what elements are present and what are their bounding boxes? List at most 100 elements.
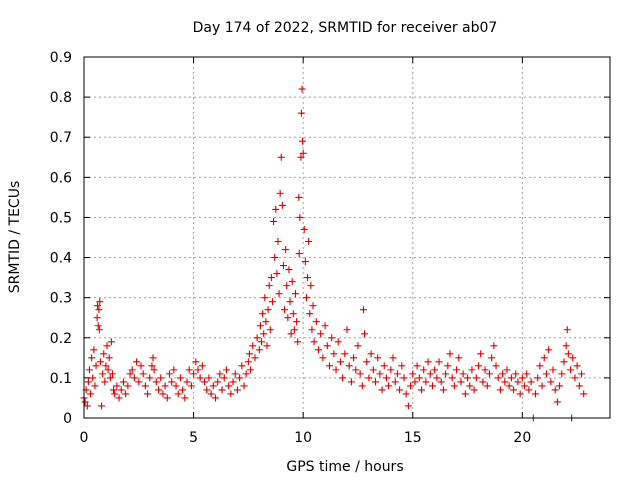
data-point — [110, 386, 118, 394]
data-point — [376, 370, 384, 378]
data-point — [216, 370, 224, 378]
data-point — [363, 358, 371, 366]
data-point — [334, 338, 342, 346]
data-point — [174, 390, 182, 398]
data-point — [168, 378, 176, 386]
data-point — [285, 266, 293, 274]
data-point — [542, 370, 550, 378]
data-point — [575, 382, 583, 390]
data-point — [369, 366, 377, 374]
data-point — [527, 378, 535, 386]
y-axis-label: SRMTID / TECUs — [7, 181, 23, 294]
data-point — [328, 334, 336, 342]
data-point — [431, 366, 439, 374]
data-point — [518, 374, 526, 382]
data-point — [358, 382, 366, 390]
data-point — [534, 374, 542, 382]
data-point — [244, 358, 252, 366]
data-point — [301, 258, 309, 266]
data-point — [101, 378, 109, 386]
data-point — [305, 238, 313, 246]
data-point — [439, 386, 447, 394]
data-point — [308, 326, 316, 334]
data-point — [95, 326, 103, 334]
data-point — [165, 370, 173, 378]
data-point — [103, 342, 111, 350]
data-point — [106, 374, 114, 382]
data-point — [464, 374, 472, 382]
data-point — [531, 390, 539, 398]
data-point — [272, 205, 280, 213]
data-point — [507, 374, 515, 382]
data-point — [297, 109, 305, 117]
data-point — [475, 362, 482, 370]
data-point — [198, 362, 206, 370]
data-point — [468, 366, 476, 374]
data-point — [371, 378, 379, 386]
data-point — [299, 149, 307, 157]
data-point — [85, 366, 93, 374]
data-point — [183, 378, 191, 386]
data-point — [385, 382, 393, 390]
data-point — [300, 225, 308, 233]
data-point — [578, 370, 586, 378]
data-point — [347, 378, 355, 386]
data-point — [295, 193, 303, 201]
data-point — [282, 246, 290, 254]
data-point — [290, 326, 298, 334]
data-point — [245, 350, 253, 358]
data-point — [149, 354, 157, 362]
data-point — [83, 402, 91, 410]
data-point — [483, 382, 491, 390]
data-point — [281, 306, 289, 314]
data-point — [94, 322, 102, 330]
data-point — [251, 354, 259, 362]
data-point — [279, 262, 287, 270]
data-point — [553, 398, 561, 406]
data-point — [481, 366, 489, 374]
data-point — [298, 85, 306, 93]
data-point — [87, 390, 95, 398]
data-point — [310, 338, 318, 346]
data-point — [485, 370, 493, 378]
data-point — [124, 382, 132, 390]
data-point — [551, 386, 559, 394]
data-point — [144, 390, 152, 398]
chart-title: Day 174 of 2022, SRMTID for receiver ab0… — [193, 20, 498, 36]
data-point — [424, 358, 432, 366]
data-point — [214, 378, 222, 386]
data-point — [294, 338, 302, 346]
data-point — [137, 362, 145, 370]
data-point — [420, 366, 428, 374]
data-point — [393, 370, 401, 378]
data-point — [437, 378, 445, 386]
data-point — [317, 330, 325, 338]
data-point — [400, 374, 408, 382]
x-tick-label: 20 — [513, 430, 531, 446]
data-point — [91, 382, 99, 390]
data-point — [98, 402, 106, 410]
data-point — [365, 374, 373, 382]
data-point — [350, 354, 358, 362]
data-point — [422, 378, 430, 386]
data-point — [514, 378, 522, 386]
data-point — [413, 362, 421, 370]
data-point — [402, 390, 410, 398]
gridlines — [84, 57, 610, 418]
data-point — [382, 374, 390, 382]
data-point — [93, 314, 101, 322]
data-point — [100, 350, 108, 358]
data-point — [104, 366, 112, 374]
data-point — [192, 358, 200, 366]
data-point — [108, 370, 116, 378]
data-point — [94, 302, 102, 310]
data-point — [277, 153, 285, 161]
data-point — [457, 378, 465, 386]
data-point — [264, 306, 272, 314]
data-point — [569, 354, 577, 362]
data-point — [96, 298, 104, 306]
data-point — [111, 390, 119, 398]
data-point — [148, 362, 156, 370]
data-point — [444, 362, 452, 370]
